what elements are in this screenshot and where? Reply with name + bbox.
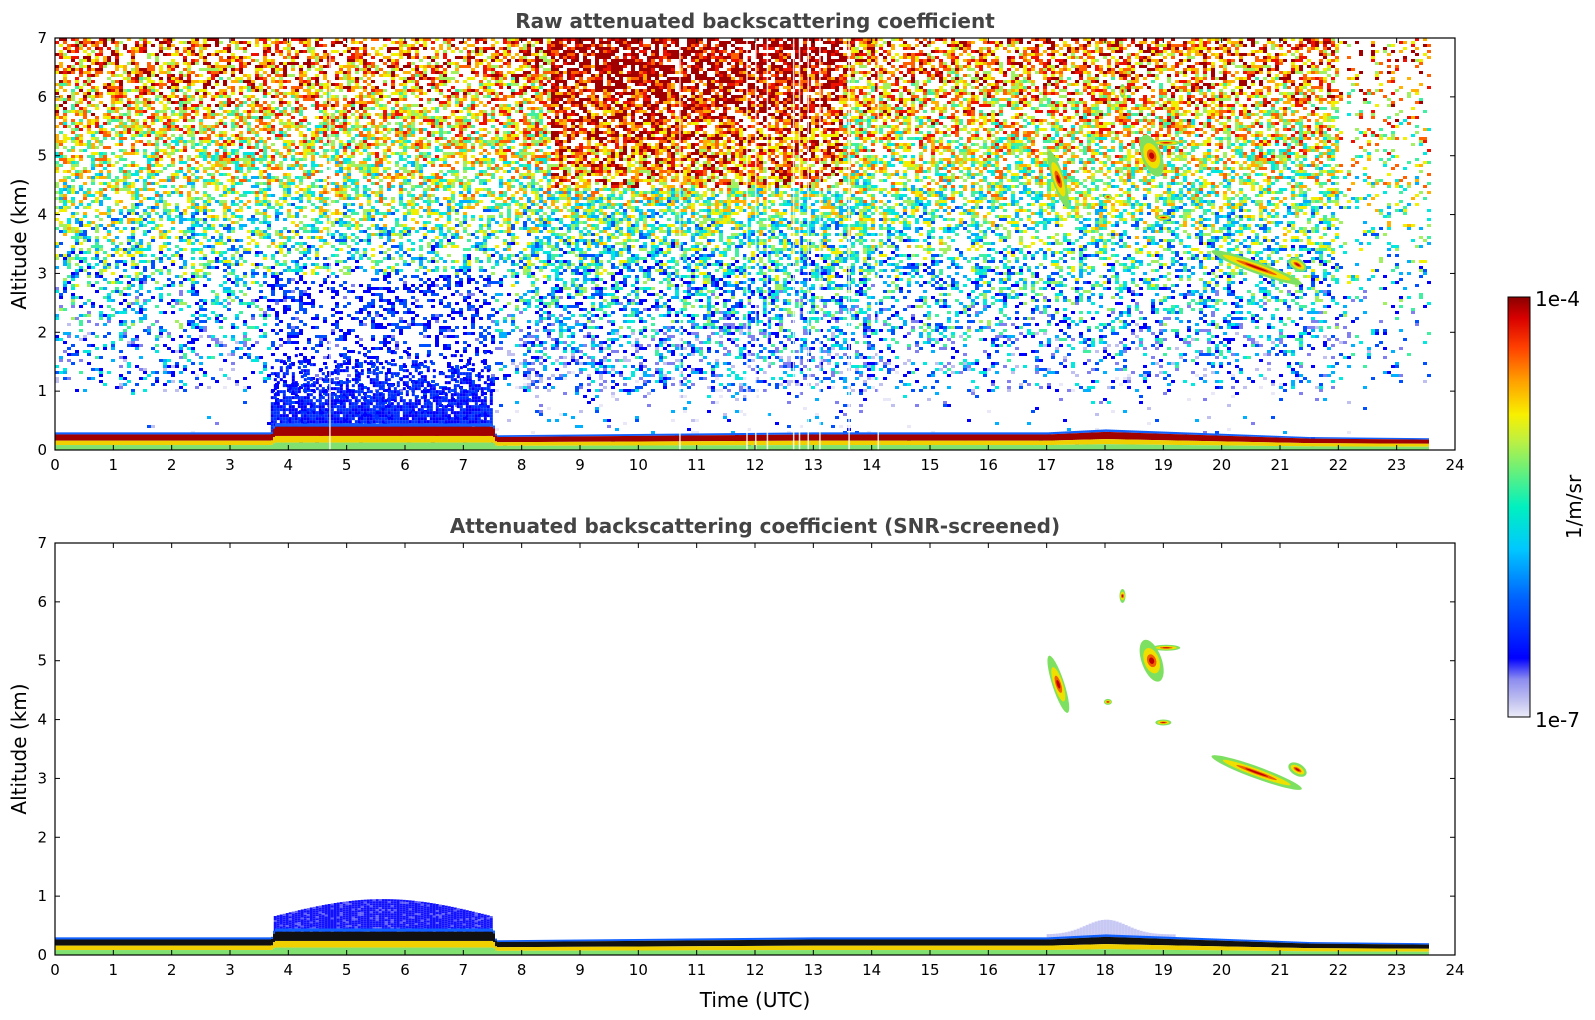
x-tick-label: 22 — [1329, 961, 1348, 979]
x-tick-label: 9 — [575, 961, 585, 979]
missing-data-gap — [848, 38, 850, 450]
y-tick-label: 6 — [37, 88, 47, 106]
x-tick-label: 19 — [1154, 961, 1173, 979]
x-tick-label: 24 — [1445, 961, 1464, 979]
x-tick-label: 6 — [400, 456, 410, 474]
x-tick-label: 6 — [400, 961, 410, 979]
colorbar: 1e-4 1e-7 1/m/sr — [1508, 287, 1586, 732]
y-tick-label: 1 — [37, 887, 47, 905]
missing-data-gap — [808, 38, 810, 450]
x-tick-label: 0 — [50, 456, 60, 474]
x-tick-label: 4 — [284, 961, 294, 979]
missing-data-gap — [819, 38, 821, 450]
missing-data-gap — [329, 38, 331, 450]
x-tick-label: 1 — [109, 961, 119, 979]
x-tick-label: 8 — [517, 456, 527, 474]
colorbar-gradient — [1508, 297, 1530, 717]
panel-raw: Raw attenuated backscattering coefficien… — [7, 9, 1465, 474]
x-tick-label: 10 — [629, 961, 648, 979]
x-tick-label: 3 — [225, 456, 235, 474]
y-tick-label: 0 — [37, 441, 47, 459]
x-tick-label: 10 — [629, 456, 648, 474]
y-tick-label: 1 — [37, 382, 47, 400]
y-tick-label: 7 — [37, 534, 47, 552]
y-tick-label: 2 — [37, 323, 47, 341]
missing-data-gap — [793, 38, 795, 450]
y-tick-label: 2 — [37, 828, 47, 846]
x-tick-label: 15 — [920, 456, 939, 474]
x-tick-label: 11 — [687, 961, 706, 979]
missing-data-gap — [767, 38, 769, 450]
missing-data-gap — [799, 38, 801, 450]
x-tick-label: 13 — [804, 961, 823, 979]
x-tick-label: 15 — [920, 961, 939, 979]
x-tick-label: 22 — [1329, 456, 1348, 474]
y-axis-label-screened: Altitude (km) — [7, 683, 31, 814]
missing-data-gap — [679, 38, 681, 450]
x-tick-label: 3 — [225, 961, 235, 979]
x-tick-label: 17 — [1037, 456, 1056, 474]
colorbar-max-label: 1e-4 — [1535, 287, 1580, 311]
y-tick-label: 0 — [37, 946, 47, 964]
x-tick-label: 23 — [1387, 961, 1406, 979]
x-tick-label: 23 — [1387, 456, 1406, 474]
x-tick-label: 20 — [1212, 961, 1231, 979]
y-tick-label: 4 — [37, 206, 47, 224]
x-tick-label: 12 — [745, 456, 764, 474]
x-tick-label: 7 — [459, 961, 469, 979]
heatmap-screened — [55, 589, 1429, 955]
x-tick-label: 9 — [575, 456, 585, 474]
x-tick-label: 17 — [1037, 961, 1056, 979]
x-tick-label: 7 — [459, 456, 469, 474]
panel-title-raw: Raw attenuated backscattering coefficien… — [515, 9, 995, 33]
y-tick-label: 3 — [37, 769, 47, 787]
x-tick-label: 24 — [1445, 456, 1464, 474]
x-tick-label: 19 — [1154, 456, 1173, 474]
x-tick-label: 14 — [862, 456, 881, 474]
panel-screened: Attenuated backscattering coefficient (S… — [7, 514, 1465, 1012]
y-tick-label: 6 — [37, 593, 47, 611]
x-tick-label: 0 — [50, 961, 60, 979]
x-tick-label: 16 — [979, 961, 998, 979]
y-axis-label-raw: Altitude (km) — [7, 178, 31, 309]
y-tick-label: 5 — [37, 652, 47, 670]
y-tick-label: 7 — [37, 29, 47, 47]
y-tick-label: 4 — [37, 711, 47, 729]
x-tick-label: 18 — [1095, 961, 1114, 979]
panel-title-screened: Attenuated backscattering coefficient (S… — [450, 514, 1060, 538]
y-tick-label: 5 — [37, 147, 47, 165]
x-tick-label: 21 — [1270, 456, 1289, 474]
missing-data-gap — [755, 38, 757, 450]
x-tick-label: 18 — [1095, 456, 1114, 474]
x-tick-label: 12 — [745, 961, 764, 979]
x-tick-label: 1 — [109, 456, 119, 474]
axis-ticks-screened: 0 1 2 3 4 5 6 7 8 9 10 11 12 13 14 15 16 17 18 19 20 21 22 23 24… — [37, 534, 1464, 979]
x-tick-label: 16 — [979, 456, 998, 474]
colorbar-min-label: 1e-7 — [1535, 708, 1580, 732]
x-tick-label: 11 — [687, 456, 706, 474]
x-tick-label: 5 — [342, 456, 352, 474]
colorbar-unit-label: 1/m/sr — [1562, 474, 1586, 539]
x-tick-label: 14 — [862, 961, 881, 979]
missing-data-gap — [746, 38, 748, 450]
heatmap-raw — [55, 38, 1431, 452]
x-tick-label: 21 — [1270, 961, 1289, 979]
x-tick-label: 4 — [284, 456, 294, 474]
x-tick-label: 2 — [167, 961, 177, 979]
x-tick-label: 8 — [517, 961, 527, 979]
x-tick-label: 13 — [804, 456, 823, 474]
x-tick-label: 20 — [1212, 456, 1231, 474]
x-tick-label: 5 — [342, 961, 352, 979]
x-tick-label: 2 — [167, 456, 177, 474]
x-axis-label-screened: Time (UTC) — [699, 988, 811, 1012]
missing-data-gap — [878, 38, 880, 450]
plot-frame-screened — [55, 543, 1455, 955]
y-tick-label: 3 — [37, 264, 47, 282]
